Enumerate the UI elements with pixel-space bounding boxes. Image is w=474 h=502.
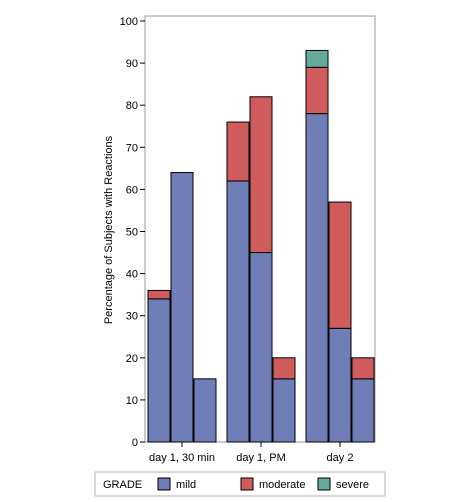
legend-label-mild: mild (176, 479, 196, 491)
y-tick-label: 70 (126, 142, 138, 154)
y-axis-label: Percentage of Subjects with Reactions (103, 135, 115, 324)
bar-segment-mild (226, 180, 250, 443)
y-tick-label: 30 (126, 311, 138, 323)
legend-title: GRADE (103, 479, 142, 491)
x-axis-labels: day 1, 30 min day 1, PM day 2 (149, 442, 353, 464)
bar-segment-mild (170, 172, 194, 443)
bar-segment-moderate (351, 357, 375, 380)
bar-segment-moderate (328, 201, 352, 329)
legend: GRADE mild moderate severe (94, 471, 386, 497)
bar-segment-mild (328, 327, 352, 443)
bar-segment-moderate (305, 66, 329, 115)
legend-swatch-moderate (240, 477, 254, 491)
x-tick-label: day 1, 30 min (149, 452, 215, 464)
y-tick-label: 20 (126, 353, 138, 365)
bar-segment-moderate (226, 121, 250, 182)
legend-label-moderate: moderate (259, 479, 305, 491)
bar-segment-mild (351, 378, 375, 443)
y-tick-label: 0 (132, 437, 138, 449)
bar-segment-mild (147, 298, 171, 443)
legend-label-severe: severe (336, 479, 369, 491)
bar-segment-mild (305, 113, 329, 443)
y-tick-label: 60 (126, 184, 138, 196)
plot-area (144, 15, 376, 443)
legend-swatch-severe (317, 477, 331, 491)
x-tick-label: day 1, PM (236, 452, 286, 464)
y-tick-label: 90 (126, 58, 138, 70)
bar-segment-moderate (249, 96, 273, 254)
y-tick-label: 100 (120, 16, 138, 28)
bar-segment-moderate (147, 289, 171, 300)
y-tick-label: 40 (126, 269, 138, 281)
bar-segment-moderate (272, 357, 296, 380)
y-tick-label: 50 (126, 227, 138, 239)
y-axis: 0 10 20 30 40 50 60 70 80 90 100 (120, 16, 145, 449)
bar-segment-severe (305, 49, 329, 68)
y-tick-label: 80 (126, 100, 138, 112)
bar-segment-mild (249, 252, 273, 443)
legend-swatch-mild (157, 477, 171, 491)
bar-segment-mild (193, 378, 217, 443)
x-tick-label: day 2 (327, 452, 354, 464)
legend-frame (94, 471, 386, 497)
y-tick-label: 10 (126, 395, 138, 407)
bar-segment-mild (272, 378, 296, 443)
